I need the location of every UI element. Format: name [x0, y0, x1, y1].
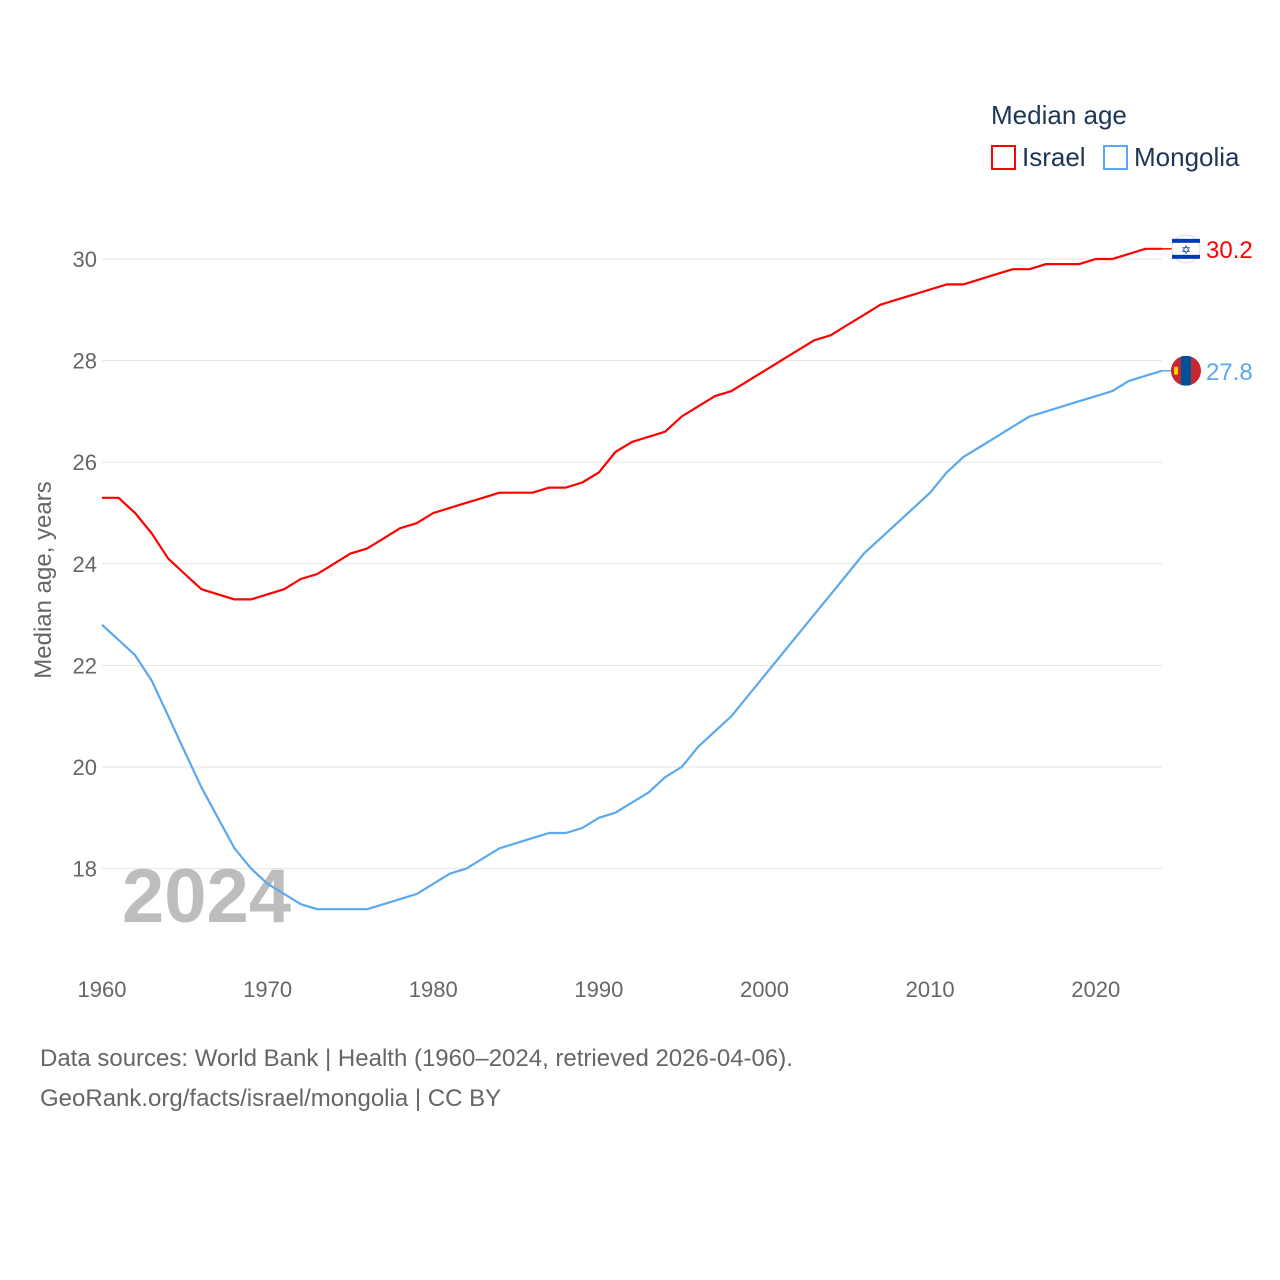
data-sources-note: Data sources: World Bank | Health (1960–… [40, 1045, 793, 1072]
end-value-label-israel: 30.2 [1206, 237, 1253, 264]
y-tick-label: 28 [73, 349, 97, 374]
legend-swatch-mongolia [1103, 145, 1128, 170]
series-line-mongolia [101, 369, 1163, 911]
legend-item-mongolia[interactable]: Mongolia [1103, 142, 1240, 172]
legend-title: Median age [991, 100, 1127, 130]
y-tick-label: 20 [73, 755, 97, 780]
x-tick-label: 1990 [574, 977, 623, 1002]
y-tick-label: 24 [73, 552, 97, 577]
svg-text:✡: ✡ [1181, 243, 1191, 257]
legend-item-israel[interactable]: Israel [991, 142, 1086, 172]
y-axis-label: Median age, years [30, 481, 57, 678]
x-tick-label: 2010 [906, 977, 955, 1002]
x-tick-label: 1970 [243, 977, 292, 1002]
x-tick-label: 1960 [78, 977, 127, 1002]
end-value-label-mongolia: 27.8 [1206, 359, 1253, 386]
y-tick-label: 22 [73, 653, 97, 678]
x-tick-label: 2000 [740, 977, 789, 1002]
legend-swatch-israel [991, 145, 1016, 170]
legend-label-israel: Israel [1022, 142, 1086, 172]
x-tick-label: 1980 [409, 977, 458, 1002]
y-tick-label: 30 [73, 247, 97, 272]
year-watermark: 2024 [122, 854, 291, 939]
x-tick-label: 2020 [1071, 977, 1120, 1002]
israel-flag-icon: ✡ [1171, 234, 1201, 264]
attribution-link[interactable]: GeoRank.org/facts/israel/mongolia | CC B… [40, 1085, 502, 1112]
series-line-israel [102, 247, 1162, 601]
mongolia-flag-icon [1171, 355, 1201, 386]
legend-label-mongolia: Mongolia [1134, 142, 1240, 172]
y-tick-label: 18 [73, 857, 97, 882]
y-tick-label: 26 [73, 450, 97, 475]
